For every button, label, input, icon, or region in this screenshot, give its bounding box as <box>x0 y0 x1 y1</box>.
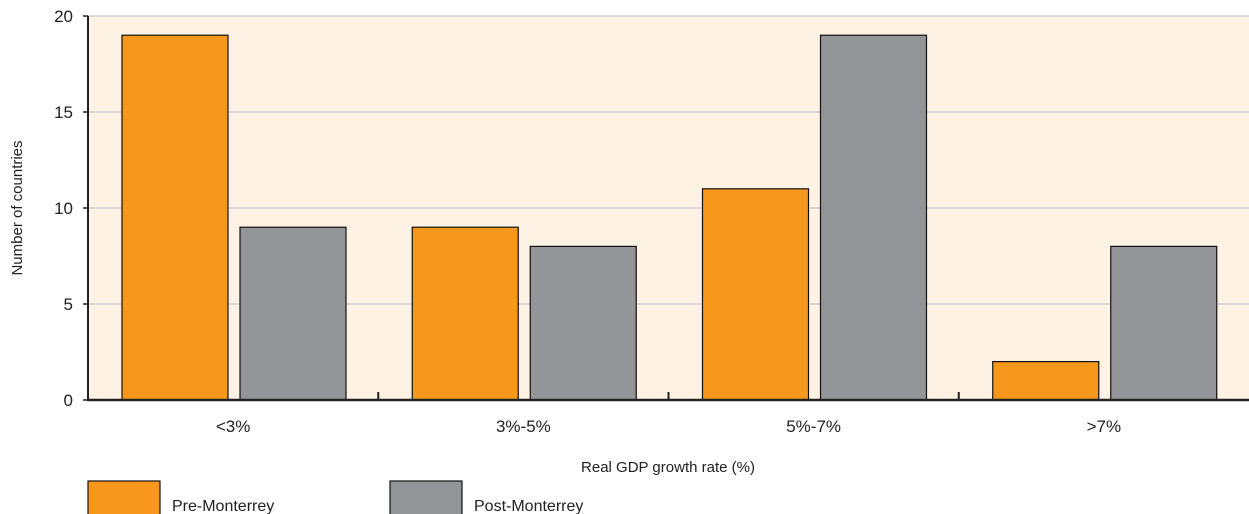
legend-swatch-post-monterrey <box>389 480 463 514</box>
bar-pre-monterrey-3 <box>992 361 1100 401</box>
legend: Pre-Monterrey Post-Monterrey <box>87 480 583 514</box>
x-tick-label: 5%-7% <box>786 417 841 436</box>
y-tick-label: 15 <box>54 103 73 122</box>
x-tick-labels: <3% 3%-5% 5%-7% >7% <box>216 417 1121 436</box>
legend-label-post-monterrey: Post-Monterrey <box>474 498 583 514</box>
x-tick-label: <3% <box>216 417 251 436</box>
bar-post-monterrey-3 <box>1110 245 1218 401</box>
legend-label-pre-monterrey: Pre-Monterrey <box>172 498 274 514</box>
bars <box>121 34 1218 401</box>
y-tick-label: 10 <box>54 199 73 218</box>
bar-post-monterrey-2 <box>819 34 928 401</box>
x-axis-label: Real GDP growth rate (%) <box>581 459 755 476</box>
y-tick-label: 5 <box>64 295 73 314</box>
bar-pre-monterrey-1 <box>411 226 519 401</box>
bar-pre-monterrey-2 <box>701 188 810 401</box>
y-tick-label: 0 <box>64 391 73 410</box>
x-tick-label: >7% <box>1087 417 1122 436</box>
bar-pre-monterrey-0 <box>121 34 229 401</box>
bar-post-monterrey-1 <box>529 245 637 401</box>
y-tick-label: 20 <box>54 7 73 26</box>
axes <box>83 15 1249 402</box>
legend-swatch-pre-monterrey <box>87 480 161 514</box>
x-tick-label: 3%-5% <box>496 417 551 436</box>
y-tick-labels: 0 5 10 15 20 <box>54 7 73 410</box>
bar-post-monterrey-0 <box>239 226 347 401</box>
y-axis-label: Number of countries <box>9 140 26 275</box>
